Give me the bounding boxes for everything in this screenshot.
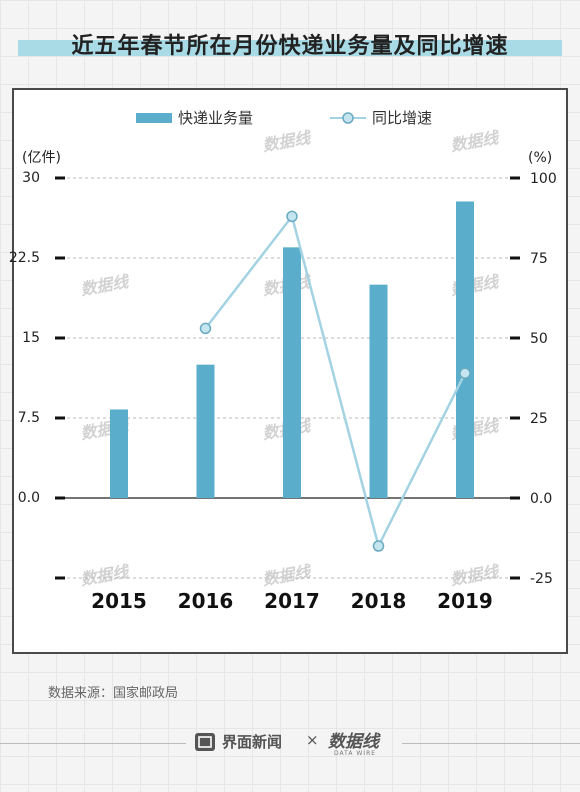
chart-title: 近五年春节所在月份快递业务量及同比增速: [71, 34, 509, 59]
footer-partner-sub: DATA WIRE: [334, 750, 377, 757]
bar: [369, 284, 388, 498]
footer-partner: 数据线: [328, 732, 379, 752]
growth-point: [286, 210, 298, 223]
jiemian-logo-frame: [198, 736, 212, 748]
title-highlight: [18, 40, 562, 56]
y-right-tick-label: -25: [530, 571, 553, 587]
growth-point: [372, 540, 385, 552]
y-left-tick-label: 30: [22, 170, 40, 186]
growth-point: [459, 367, 471, 379]
y-right-unit: (%): [528, 150, 552, 166]
y-left-tick-label: 15: [22, 330, 40, 346]
y-left-tick-label: 22.5: [9, 250, 40, 266]
footer-cross: ×: [306, 731, 319, 749]
legend-bar-swatch: [136, 113, 172, 123]
source-note: 数据来源：国家邮政局: [48, 686, 179, 701]
y-left-tick-label: 7.5: [18, 410, 40, 426]
x-tick-label: 2017: [264, 589, 320, 613]
y-right-tick-label: 50: [530, 331, 548, 347]
legend-line-label: 同比增速: [372, 109, 433, 127]
legend-bar-label: 快递业务量: [178, 109, 254, 127]
legend-line-swatch: [330, 112, 366, 124]
footer-rule-right: [402, 743, 580, 744]
x-tick-label: 2016: [178, 589, 234, 613]
jiemian-logo-box: [195, 733, 215, 751]
jiemian-logo-icon: [195, 733, 215, 751]
y-left-tick-label: 0.0: [18, 490, 40, 506]
y-right-tick-label: 25: [530, 411, 548, 427]
growth-point: [199, 322, 212, 335]
y-right-tick-label: 100: [530, 171, 557, 187]
bar: [110, 409, 128, 498]
footer-rule-left: [0, 743, 186, 744]
y-right-tick-label: 0.0: [530, 491, 552, 507]
bar: [456, 201, 474, 498]
legend-bar-swatch-rect: [136, 113, 172, 123]
x-tick-label: 2015: [91, 589, 147, 613]
legend-line-marker: [342, 112, 354, 124]
y-left-unit: (亿件): [22, 150, 61, 166]
footer-brand: 界面新闻: [222, 733, 283, 751]
bar: [196, 364, 215, 498]
growth-line: [204, 213, 467, 550]
bar: [283, 247, 301, 498]
y-right-tick-label: 75: [530, 251, 548, 267]
x-tick-label: 2019: [437, 589, 493, 613]
x-tick-label: 2018: [351, 589, 407, 613]
